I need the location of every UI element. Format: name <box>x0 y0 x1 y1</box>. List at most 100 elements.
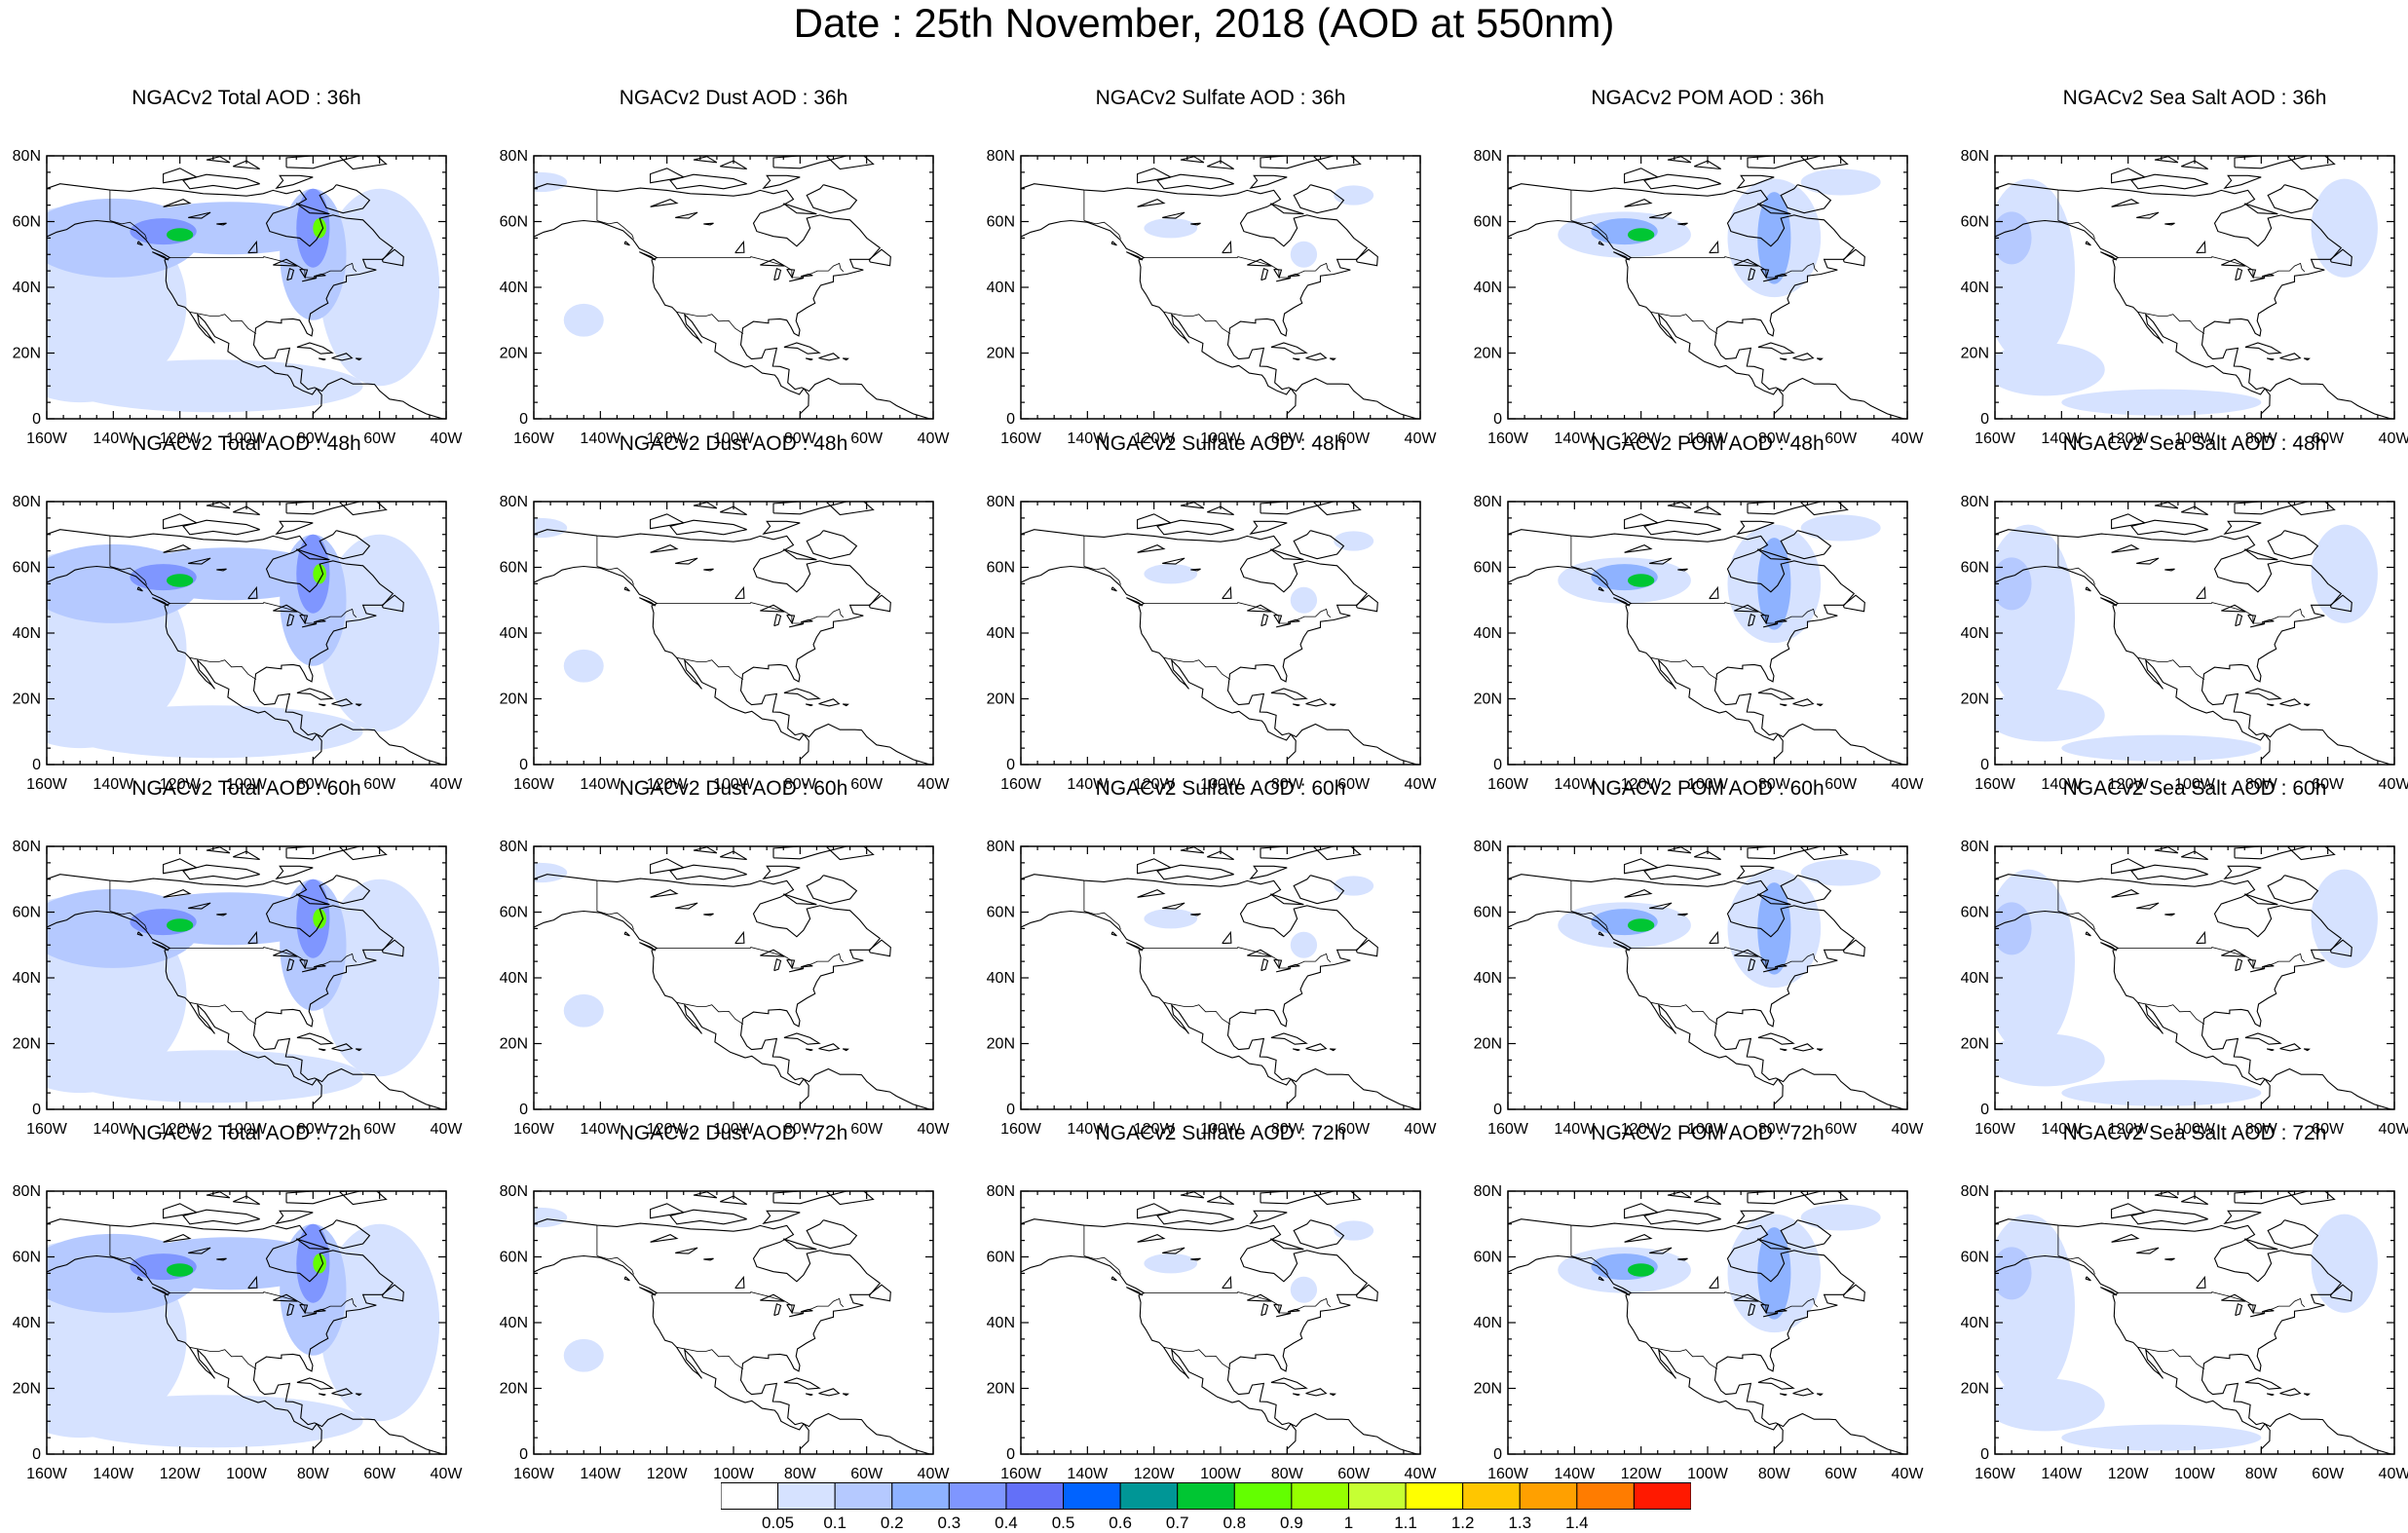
map-panel-sulfate-0: NGACv2 Sulfate AOD : 36h 160W 140W 120W 100W… <box>974 86 1461 447</box>
island-outline <box>1126 597 1144 607</box>
y-tick-label: 20N <box>1961 346 1989 362</box>
country-border <box>109 1255 147 1275</box>
lake-outline <box>2249 623 2265 628</box>
island-outline <box>1643 864 1721 880</box>
island-outline <box>2244 688 2282 700</box>
island-outline <box>826 502 875 516</box>
lake-outline <box>1222 585 1232 600</box>
island-outline <box>826 1191 875 1206</box>
country-border <box>2057 566 2095 585</box>
x-tick-label: 80W <box>1271 1121 1304 1138</box>
lake-outline <box>1162 1247 1185 1254</box>
aod-plume <box>167 574 194 587</box>
x-tick-label: 40W <box>1892 1466 1925 1482</box>
y-tick-label: 80N <box>13 494 41 510</box>
panel-title: NGACv2 POM AOD : 72h <box>1591 1122 1825 1144</box>
island-outline <box>182 519 260 536</box>
y-tick-label: 20N <box>500 346 528 362</box>
y-tick-label: 40N <box>1961 970 1989 987</box>
aod-plume <box>1995 689 2105 742</box>
y-tick-label: 0 <box>1006 411 1015 428</box>
map-plot: 160W 140W 120W 100W 80W 60W 40W 0 20N 40N 60N 80N <box>1961 1183 2408 1482</box>
colorbar-tick-label: 0.05 <box>762 1514 795 1532</box>
x-tick-label: 160W <box>1000 430 1042 447</box>
map-background <box>1508 502 1907 765</box>
country-border <box>1650 1001 1718 1025</box>
axes: 160W 140W 120W 100W 80W 60W 40W 0 20N 40N 60N 80N <box>1474 148 1925 447</box>
y-tick-label: 40N <box>1961 625 1989 642</box>
y-tick-label: 80N <box>987 1183 1015 1200</box>
aod-field <box>534 846 933 1109</box>
lake-outline <box>188 902 211 910</box>
island-outline <box>1270 1377 1308 1390</box>
axes: 160W 140W 120W 100W 80W 60W 40W 0 20N 40N 60N 80N <box>1961 494 2408 793</box>
coastline <box>1995 183 2391 419</box>
axes: 160W 140W 120W 100W 80W 60W 40W 0 20N 40N 60N 80N <box>500 839 951 1138</box>
aod-plume <box>1800 514 1881 542</box>
x-tick-label: 80W <box>297 776 330 793</box>
y-tick-label: 80N <box>13 1183 41 1200</box>
lake-outline <box>163 543 192 553</box>
map-plot: 160W 140W 120W 100W 80W 60W 40W 0 20N 40N 60N 80N <box>1474 494 1925 793</box>
island-outline <box>1816 703 1824 707</box>
island-outline <box>233 1195 260 1206</box>
lake-outline <box>1762 623 1778 628</box>
country-border <box>2137 656 2205 680</box>
aod-plume <box>1800 168 1881 196</box>
island-outline <box>783 342 821 355</box>
island-outline <box>1269 548 1304 561</box>
lake-outline <box>703 1257 714 1261</box>
island-outline <box>1137 168 1172 184</box>
island-outline <box>1207 505 1234 516</box>
x-tick-label: 120W <box>160 1121 202 1138</box>
island-outline <box>2287 846 2336 861</box>
island-outline <box>806 1219 858 1250</box>
colorbar-box <box>1633 1482 1691 1510</box>
island-outline <box>331 353 354 361</box>
y-tick-label: 40N <box>1474 625 1502 642</box>
country-border <box>1570 220 1608 240</box>
colorbar-tick-label: 0.8 <box>1223 1514 1247 1532</box>
island-outline <box>381 594 404 613</box>
x-tick-label: 100W <box>1687 1121 1729 1138</box>
lake-outline <box>216 1257 227 1261</box>
aod-plume <box>1628 574 1655 587</box>
axes: 160W 140W 120W 100W 80W 60W 40W 0 20N 40N 60N 80N <box>500 1183 951 1482</box>
aod-plume <box>1334 1220 1374 1241</box>
y-tick-label: 0 <box>1493 411 1502 428</box>
aod-field <box>47 502 446 765</box>
y-tick-label: 0 <box>1006 757 1015 773</box>
colorbar-box <box>1233 1482 1293 1510</box>
island-outline <box>2181 850 2208 861</box>
island-outline <box>762 865 801 879</box>
island-outline <box>639 251 657 261</box>
coastlines <box>534 502 930 765</box>
map-panel-seasalt-0: NGACv2 Sea Salt AOD : 36h 160W 140W 120W 100… <box>1948 86 2408 447</box>
country-border <box>2057 1255 2095 1275</box>
aod-field <box>534 156 933 419</box>
island-outline <box>1800 846 1849 861</box>
x-tick-label: 40W <box>1405 776 1438 793</box>
aod-field <box>47 156 446 419</box>
island-outline <box>152 1287 169 1296</box>
axes: 160W 140W 120W 100W 80W 60W 40W 0 20N 40N 60N 80N <box>1474 1183 1925 1482</box>
lake-outline <box>1162 557 1185 565</box>
x-tick-label: 80W <box>2245 776 2278 793</box>
y-tick-label: 80N <box>500 1183 528 1200</box>
y-tick-label: 80N <box>987 148 1015 165</box>
x-tick-label: 120W <box>1621 1121 1663 1138</box>
aod-field <box>1508 156 1907 419</box>
aod-plume <box>63 705 363 759</box>
y-tick-label: 80N <box>1474 494 1502 510</box>
island-outline <box>772 1191 847 1205</box>
coastlines <box>47 846 443 1109</box>
lake-outline <box>2111 888 2140 898</box>
island-outline <box>319 875 371 905</box>
map-panel-sulfate-1: NGACv2 Sulfate AOD : 48h 160W 140W 120W 100W… <box>974 431 1461 793</box>
island-outline <box>1305 1388 1328 1397</box>
lake-outline <box>773 614 782 627</box>
country-border <box>1631 602 1819 624</box>
map-panel-seasalt-2: NGACv2 Sea Salt AOD : 60h 160W 140W 120W 100… <box>1948 776 2408 1138</box>
island-outline <box>1110 931 1117 937</box>
y-tick-label: 20N <box>1474 346 1502 362</box>
